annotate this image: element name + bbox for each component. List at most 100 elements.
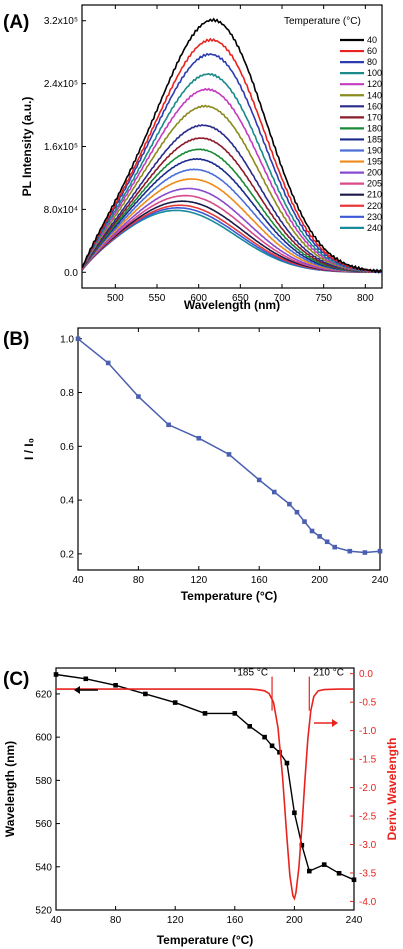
x-tick-label: 200 [311,575,328,586]
y-tick-label: 2.4x10⁵ [44,79,78,90]
legend-entry: 160 [367,101,382,111]
y-tick-label: 0.0 [64,268,78,279]
y2-tick-label: 0.0 [359,669,373,680]
y2-tick-label: -2.5 [359,812,377,823]
wavelength-point [143,691,148,697]
y2-tick-label: -3.0 [359,840,377,851]
wavelength-point [113,682,118,688]
legend-entry: 190 [367,146,382,156]
ratio-point [302,519,307,524]
y2-tick-label: -3.5 [359,868,377,879]
y2-axis-title: Deriv. Wavelength [385,738,399,841]
right-axis-arrowhead [332,719,338,727]
legend-entry: 120 [367,79,382,89]
x-tick-label: 600 [190,293,207,304]
spectrum-line-140 [82,104,382,274]
spectrum-line-160 [82,124,382,274]
ratio-point [377,548,383,554]
legend-entry: 180 [367,123,382,133]
x-tick-label: 800 [357,293,374,304]
legend-entry: 100 [367,68,382,78]
y-tick-label: 520 [35,906,52,917]
legend-title: Temperature (°C) [284,16,361,27]
panel-label: (A) [3,12,29,33]
wavelength-line [55,673,355,881]
ratio-point [332,544,337,550]
y-axis-title: Wavelength (nm) [3,741,17,837]
ratio-point [287,501,292,507]
spectrum-line-100 [82,72,382,274]
y-tick-label: 580 [35,776,52,787]
y-tick-label: 0.4 [60,496,74,507]
y2-tick-label: -2.0 [359,783,377,794]
ratio-point [294,509,300,515]
y-tick-label: 600 [35,733,52,744]
legend-entry: 240 [367,223,382,233]
x-tick-label: 120 [190,575,207,586]
ratio-point [362,550,368,555]
y-tick-label: 1.6x10⁵ [44,142,78,153]
x-tick-label: 750 [315,293,332,304]
ratio-line [77,338,381,554]
y2-tick-label: -0.5 [359,698,377,709]
spectrum-line-40 [82,17,382,274]
wavelength-point [262,734,267,740]
y-axis-title: I / I₀ [22,438,36,460]
y2-tick-label: -4.0 [359,897,377,908]
x-tick-label: 500 [107,293,124,304]
plot-frame [81,4,383,289]
y2-tick-label: -1.5 [359,755,377,766]
y-tick-label: 1.0 [60,334,74,345]
panel-label: (C) [3,669,29,690]
x-tick-label: 650 [232,293,249,304]
y-tick-label: 0.6 [60,442,74,453]
x-axis-title: Temperature (°C) [157,933,254,947]
wavelength-point [292,810,297,816]
wavelength-point [83,676,89,682]
wavelength-point [351,877,357,883]
wavelength-point [172,700,178,705]
spectrum-line-80 [82,52,382,274]
legend-entry: 185 [367,134,382,144]
y-tick-label: 8.0x10⁴ [44,205,78,216]
ratio-point [166,422,171,428]
ratio-point [324,539,330,545]
annotation-label: 210 °C [313,668,344,679]
spectrum-line-170 [82,137,382,274]
ratio-point [226,452,232,457]
legend-entry: 140 [367,90,382,100]
ratio-point [272,489,277,495]
legend-entry: 195 [367,157,382,167]
legend-entry: 230 [367,212,382,222]
ratio-point [347,548,353,554]
wavelength-point [247,724,252,729]
wavelength-point [336,870,342,876]
wavelength-point [321,862,327,867]
y-tick-label: 560 [35,819,52,830]
x-tick-label: 80 [110,915,122,926]
wavelength-point [299,842,305,848]
ratio-point [317,534,322,539]
spectra-lines [82,17,382,274]
y-tick-label: 0.8 [60,388,74,399]
legend-entry: 60 [367,46,377,56]
legend-entry: 220 [367,201,382,211]
wavelength-point [53,672,59,677]
panel-c: (C) 40 80 120 160 200 240 520 540 560 580 600 620 0.0… [3,667,399,947]
ratio-point [75,336,81,342]
x-axis-title: Wavelength (nm) [184,298,280,312]
wavelength-point [202,711,208,716]
x-tick-label: 160 [226,915,243,926]
wavelength-point [284,760,290,766]
x-tick-label: 700 [274,293,291,304]
x-tick-label: 240 [372,575,389,586]
plot-frame [77,327,381,571]
legend-entry: 80 [367,57,377,67]
wavelength-point [307,868,312,874]
legend-entry: 170 [367,112,382,122]
ratio-point [309,528,315,534]
ratio-point [256,477,262,483]
x-tick-label: 40 [50,915,62,926]
legend-entry: 200 [367,168,382,178]
